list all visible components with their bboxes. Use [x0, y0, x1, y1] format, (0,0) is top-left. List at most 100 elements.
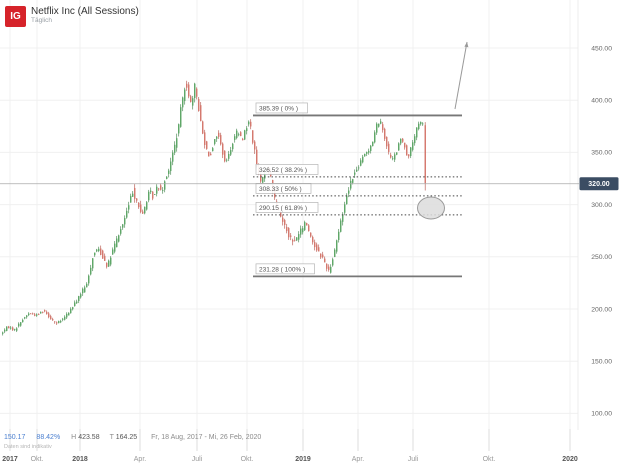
candle	[102, 250, 104, 259]
candle	[414, 136, 416, 144]
low-label: T	[109, 434, 114, 441]
x-axis-label: 2018	[72, 456, 88, 463]
x-axis-label: 2017	[2, 456, 18, 463]
candle	[256, 149, 258, 167]
y-axis-label: 150.00	[591, 359, 612, 366]
candle	[376, 123, 378, 133]
fib-level-label: 231.28 ( 100% )	[259, 266, 305, 273]
candle	[190, 96, 192, 102]
ig-logo-text: IG	[10, 11, 21, 22]
candle	[68, 312, 70, 316]
fib-level-label-box[interactable]	[255, 202, 319, 213]
candle	[126, 210, 128, 218]
candle	[178, 124, 180, 134]
trend-arrow-line[interactable]	[454, 41, 468, 110]
candle	[96, 249, 98, 252]
fib-level-label-box[interactable]	[255, 102, 308, 114]
candle	[296, 237, 298, 241]
candle	[76, 301, 78, 304]
candle	[352, 179, 354, 183]
candle	[330, 266, 332, 273]
candle	[62, 318, 64, 320]
candle	[226, 159, 228, 161]
x-axis-label: Apr.	[352, 456, 365, 463]
candle	[90, 267, 92, 275]
candle	[144, 206, 146, 214]
instrument-title: Netflix Inc (All Sessions)	[31, 6, 139, 17]
y-axis-label: 300.00	[591, 202, 612, 209]
candle	[70, 308, 72, 314]
candle	[224, 150, 226, 162]
candle	[42, 311, 44, 313]
candle	[300, 228, 302, 235]
x-axis-label: Juli	[408, 456, 419, 463]
candle	[286, 226, 288, 232]
period-low: T 164.25	[110, 434, 138, 441]
candle	[18, 323, 20, 327]
candle	[404, 142, 406, 148]
candle	[248, 121, 250, 125]
candle	[168, 170, 170, 174]
candle	[368, 150, 370, 153]
candle	[124, 218, 126, 225]
candle	[88, 275, 90, 284]
x-axis-label: 2020	[562, 456, 578, 463]
x-axis-label: Okt.	[31, 456, 44, 463]
candle	[202, 121, 204, 134]
candle	[174, 144, 176, 153]
candle	[360, 160, 362, 166]
candle	[236, 130, 238, 138]
candle	[22, 319, 24, 323]
candle	[284, 220, 286, 225]
highlight-ellipse[interactable]	[417, 196, 445, 220]
candle	[252, 130, 254, 143]
candle	[176, 138, 178, 148]
current-price-label: 320.00	[588, 181, 610, 188]
candle	[384, 128, 386, 139]
candle	[366, 152, 368, 154]
candle	[152, 191, 154, 199]
candle	[358, 167, 360, 169]
fib-level-label-box[interactable]	[255, 263, 315, 275]
candle	[162, 190, 164, 191]
candle	[136, 198, 138, 201]
candle	[72, 307, 74, 310]
candle	[292, 240, 294, 242]
fib-level-label-box[interactable]	[255, 164, 319, 175]
candle	[396, 152, 398, 155]
candle	[362, 156, 364, 163]
candle	[308, 225, 310, 232]
candle	[424, 125, 426, 184]
candle	[156, 186, 158, 194]
candle	[106, 262, 108, 267]
fib-level-label: 290.15 ( 61.8% )	[259, 205, 307, 212]
candle	[400, 138, 402, 144]
candle	[14, 328, 16, 330]
candle	[304, 222, 306, 231]
candle	[294, 239, 296, 241]
candle	[290, 235, 292, 237]
candle	[314, 242, 316, 248]
candle	[198, 99, 200, 111]
candle	[242, 138, 244, 141]
candle	[92, 258, 94, 269]
timeframe-label[interactable]: Täglich	[31, 17, 52, 24]
candle	[250, 121, 252, 127]
candle	[334, 249, 336, 258]
fib-level-label: 308.33 ( 50% )	[259, 186, 302, 193]
candle	[418, 123, 420, 130]
candle	[32, 313, 34, 315]
y-axis-label: 250.00	[591, 254, 612, 261]
fib-level-label: 326.52 ( 38.2% )	[259, 167, 307, 174]
candle	[348, 190, 350, 194]
candle	[20, 322, 22, 326]
candle	[24, 317, 26, 319]
candle	[130, 195, 132, 203]
candle	[128, 205, 130, 210]
candle	[380, 121, 382, 124]
candle	[34, 314, 36, 316]
change-percent: 88.42%	[36, 434, 61, 441]
candle	[408, 154, 410, 157]
candle	[10, 327, 12, 329]
